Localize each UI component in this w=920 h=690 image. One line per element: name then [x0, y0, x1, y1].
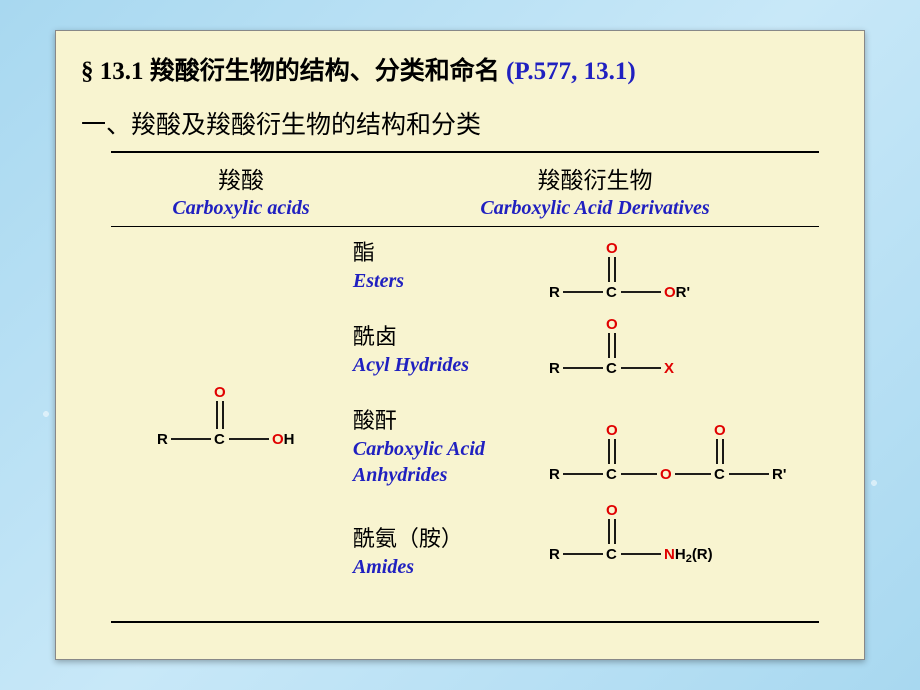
svg-text:O: O	[660, 466, 672, 483]
section-ref: (P.577, 13.1)	[506, 58, 636, 85]
amide-structure: R C O NH2(R)	[539, 501, 799, 587]
header-left-cn: 羧酸	[111, 161, 371, 195]
section-number: § 13.1	[81, 58, 144, 85]
svg-text:R: R	[549, 360, 560, 377]
table-body: R C O OH 酯 Esters 酰卤	[111, 229, 819, 619]
svg-text:C: C	[714, 466, 725, 483]
svg-text:O: O	[214, 384, 226, 401]
carboxylic-structure-cell: R C O OH	[111, 229, 353, 619]
anhydride-name: 酸酐 Carboxylic Acid Anhydrides	[353, 407, 539, 517]
header-left-en: Carboxylic acids	[111, 197, 371, 220]
section-main: 羧酸衍生物的结构、分类和命名	[144, 58, 507, 85]
derivative-structures: R C O OR' R C	[539, 229, 819, 619]
acyl-halide-name: 酰卤 Acyl Hydrides	[353, 323, 539, 399]
ester-name: 酯 Esters	[353, 239, 539, 315]
amide-name: 酰氨（胺） Amides	[353, 525, 539, 580]
rule-bottom	[111, 621, 819, 623]
carboxylic-acid-structure: R C O OH	[147, 379, 317, 469]
header-right: 羧酸衍生物 Carboxylic Acid Derivatives	[371, 161, 819, 220]
rule-mid	[111, 226, 819, 227]
slide-card: § 13.1 羧酸衍生物的结构、分类和命名 (P.577, 13.1) 一、羧酸…	[55, 30, 865, 660]
svg-text:R: R	[549, 546, 560, 563]
svg-text:R: R	[549, 466, 560, 483]
svg-text:R': R'	[772, 466, 786, 483]
ester-structure: R C O OR'	[539, 239, 789, 315]
svg-text:R: R	[157, 431, 168, 448]
svg-text:X: X	[664, 360, 674, 377]
header-right-en: Carboxylic Acid Derivatives	[371, 197, 819, 220]
svg-text:O: O	[606, 422, 618, 439]
svg-text:C: C	[606, 466, 617, 483]
svg-text:C: C	[606, 284, 617, 301]
header-left: 羧酸 Carboxylic acids	[111, 161, 371, 220]
subtitle: 一、羧酸及羧酸衍生物的结构和分类	[81, 105, 839, 141]
svg-text:O: O	[606, 240, 618, 257]
svg-text:C: C	[606, 546, 617, 563]
derivative-names: 酯 Esters 酰卤 Acyl Hydrides 酸酐 Carboxylic …	[353, 229, 539, 619]
svg-text:O: O	[606, 316, 618, 333]
svg-text:O: O	[714, 422, 726, 439]
svg-text:R: R	[549, 284, 560, 301]
header-right-cn: 羧酸衍生物	[371, 161, 819, 195]
svg-text:NH2(R): NH2(R)	[664, 546, 713, 565]
table-header: 羧酸 Carboxylic acids 羧酸衍生物 Carboxylic Aci…	[111, 155, 819, 224]
svg-text:OH: OH	[272, 431, 295, 448]
svg-text:O: O	[606, 502, 618, 519]
svg-text:C: C	[214, 431, 225, 448]
table: 羧酸 Carboxylic acids 羧酸衍生物 Carboxylic Aci…	[111, 151, 819, 623]
svg-text:C: C	[606, 360, 617, 377]
section-title: § 13.1 羧酸衍生物的结构、分类和命名 (P.577, 13.1)	[81, 51, 839, 87]
acyl-halide-structure: R C O X	[539, 315, 789, 391]
svg-text:OR': OR'	[664, 284, 690, 301]
anhydride-structure: R C O O C O R'	[539, 391, 819, 501]
rule-top	[111, 151, 819, 153]
